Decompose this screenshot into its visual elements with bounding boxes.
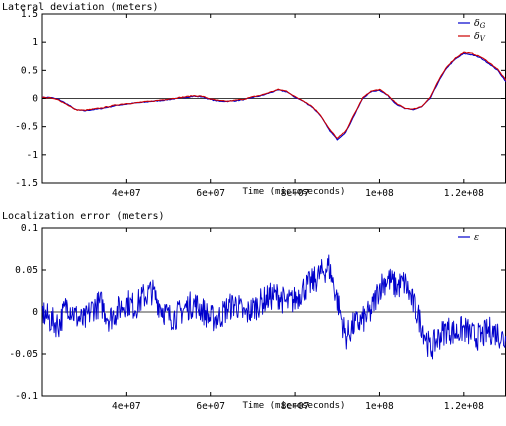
legend-label: δV bbox=[474, 31, 486, 43]
legend-label: δG bbox=[474, 18, 486, 30]
x-tick-label: 1.2e+08 bbox=[444, 188, 484, 199]
y-tick-label: -0.5 bbox=[15, 122, 38, 133]
x-tick-label: 4e+07 bbox=[112, 188, 141, 199]
chart-2-title: Localization error (meters) bbox=[2, 211, 165, 222]
lateral-deviation-plot: -1.5 -1 -0.5 0 0.5 1 1.5 4e+07 6e+07 8e+07 1e+08 1.… bbox=[15, 9, 506, 199]
y-tick-label: 0.1 bbox=[21, 223, 38, 234]
y-tick-label: 0 bbox=[32, 307, 38, 318]
y-tick-label: 0.05 bbox=[15, 265, 38, 276]
x-tick-label: 4e+07 bbox=[112, 401, 141, 412]
localization-error-plot: -0.1 -0.05 0 0.05 0.1 4e+07 6e+07 8e+07 1e+08 1.2… bbox=[9, 223, 506, 412]
y-tick-label: -1 bbox=[27, 150, 39, 161]
y-tick-label: -1.5 bbox=[15, 178, 38, 189]
y-tick-label: -0.05 bbox=[9, 349, 38, 360]
x-tick-label: 1e+08 bbox=[365, 401, 394, 412]
legend-label: ε bbox=[474, 232, 479, 243]
y-tick-label: -0.1 bbox=[15, 391, 38, 402]
x-axis-label: Time (microseconds) bbox=[243, 187, 346, 197]
y-tick-label: 0 bbox=[32, 94, 38, 105]
y-tick-label: 0.5 bbox=[21, 65, 38, 76]
x-tick-label: 8e+07 bbox=[281, 188, 310, 199]
chart-1-title: Lateral deviation (meters) bbox=[2, 2, 159, 13]
x-tick-label: 6e+07 bbox=[196, 188, 225, 199]
y-tick-label: 1 bbox=[32, 37, 38, 48]
x-tick-label: 1e+08 bbox=[365, 188, 394, 199]
series-line bbox=[42, 51, 506, 139]
x-tick-label: 1.2e+08 bbox=[444, 401, 484, 412]
x-axis-label: Time (microseconds) bbox=[243, 401, 346, 411]
x-tick-label: 6e+07 bbox=[196, 401, 225, 412]
x-tick-label: 8e+07 bbox=[281, 401, 310, 412]
y-tick-label: 1.5 bbox=[21, 9, 38, 20]
series-line bbox=[42, 254, 506, 360]
